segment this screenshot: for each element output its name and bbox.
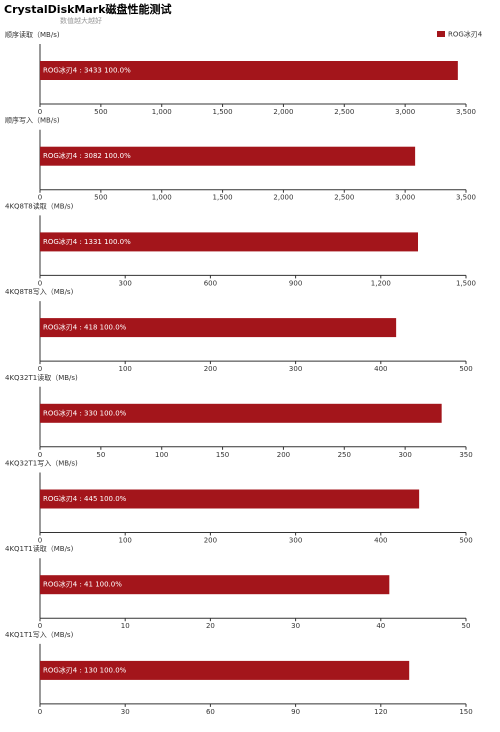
x-tick-label: 2,000 xyxy=(273,194,293,202)
legend-swatch xyxy=(437,31,445,37)
value-label: ROG冰刃4 : 330 100.0% xyxy=(43,408,127,417)
axis-label: 4KQ8T8读取（MB/s) xyxy=(5,201,74,210)
x-tick-label: 350 xyxy=(459,451,472,459)
x-tick-label: 500 xyxy=(459,537,472,545)
x-tick-label: 1,200 xyxy=(371,279,391,287)
x-tick-label: 100 xyxy=(119,365,132,373)
bar xyxy=(40,232,419,252)
value-label: ROG冰刃4 : 3082 100.0% xyxy=(43,151,131,160)
x-tick-label: 200 xyxy=(204,365,217,373)
x-tick-label: 20 xyxy=(206,622,215,630)
x-tick-label: 100 xyxy=(119,537,132,545)
x-tick-label: 120 xyxy=(374,708,387,716)
value-label: ROG冰刃4 : 418 100.0% xyxy=(43,323,127,332)
x-tick-label: 200 xyxy=(204,537,217,545)
value-label: ROG冰刃4 : 1331 100.0% xyxy=(43,237,131,246)
bar xyxy=(40,489,420,509)
x-tick-label: 900 xyxy=(289,279,302,287)
x-tick-label: 300 xyxy=(398,451,411,459)
value-label: ROG冰刃4 : 3433 100.0% xyxy=(43,66,131,75)
x-tick-label: 2,500 xyxy=(334,108,354,116)
x-tick-label: 0 xyxy=(38,537,42,545)
x-tick-label: 30 xyxy=(121,708,130,716)
x-tick-label: 40 xyxy=(376,622,385,630)
x-tick-label: 500 xyxy=(459,365,472,373)
axis-label: 顺序写入（MB/s) xyxy=(5,116,60,125)
x-tick-label: 400 xyxy=(374,365,387,373)
x-tick-label: 1,500 xyxy=(213,108,233,116)
x-tick-label: 300 xyxy=(289,537,302,545)
x-tick-label: 50 xyxy=(462,622,471,630)
axis-label: 4KQ1T1写入（MB/s) xyxy=(5,631,74,639)
value-label: ROG冰刃4 : 445 100.0% xyxy=(43,494,127,503)
x-tick-label: 0 xyxy=(38,194,42,202)
x-tick-label: 2,000 xyxy=(273,108,293,116)
x-tick-label: 0 xyxy=(38,451,42,459)
x-tick-label: 3,500 xyxy=(456,108,476,116)
chart-title: CrystalDiskMark磁盘性能测试 xyxy=(4,2,172,16)
x-tick-label: 1,500 xyxy=(213,194,233,202)
bar xyxy=(40,318,397,338)
bar xyxy=(40,403,442,423)
x-tick-label: 1,500 xyxy=(456,279,476,287)
x-tick-label: 100 xyxy=(155,451,168,459)
x-tick-label: 60 xyxy=(206,708,215,716)
axis-label: 4KQ32T1读取（MB/s) xyxy=(5,373,78,382)
x-tick-label: 0 xyxy=(38,108,42,116)
x-tick-label: 3,000 xyxy=(395,108,415,116)
bar xyxy=(40,61,458,80)
x-tick-label: 3,000 xyxy=(395,194,415,202)
x-tick-label: 500 xyxy=(94,194,107,202)
x-tick-label: 200 xyxy=(277,451,290,459)
x-tick-label: 500 xyxy=(94,108,107,116)
x-tick-label: 50 xyxy=(96,451,105,459)
bar xyxy=(40,575,390,595)
axis-label: 顺序读取（MB/s) xyxy=(5,30,60,39)
x-tick-label: 0 xyxy=(38,708,42,716)
axis-label: 4KQ8T8写入（MB/s) xyxy=(5,288,74,296)
x-tick-label: 600 xyxy=(204,279,217,287)
x-tick-label: 30 xyxy=(291,622,300,630)
axis-label: 4KQ32T1写入（MB/s) xyxy=(5,460,78,468)
legend-label: ROG冰刃4 xyxy=(448,30,483,39)
axis-label: 4KQ1T1读取（MB/s) xyxy=(5,544,74,553)
x-tick-label: 3,500 xyxy=(456,194,476,202)
x-tick-label: 250 xyxy=(338,451,351,459)
chart-subtitle: 数值越大越好 xyxy=(60,16,102,25)
x-tick-label: 400 xyxy=(374,537,387,545)
x-tick-label: 300 xyxy=(289,365,302,373)
x-tick-label: 1,000 xyxy=(152,194,172,202)
x-tick-label: 150 xyxy=(216,451,229,459)
x-tick-label: 10 xyxy=(121,622,130,630)
value-label: ROG冰刃4 : 41 100.0% xyxy=(43,580,122,589)
x-tick-label: 90 xyxy=(291,708,300,716)
x-tick-label: 150 xyxy=(459,708,472,716)
bar xyxy=(40,660,410,680)
x-tick-label: 1,000 xyxy=(152,108,172,116)
bar xyxy=(40,146,416,166)
x-tick-label: 300 xyxy=(119,279,132,287)
x-tick-label: 0 xyxy=(38,622,42,630)
x-tick-label: 2,500 xyxy=(334,194,354,202)
value-label: ROG冰刃4 : 130 100.0% xyxy=(43,665,127,674)
x-tick-label: 0 xyxy=(38,365,42,373)
x-tick-label: 0 xyxy=(38,279,42,287)
